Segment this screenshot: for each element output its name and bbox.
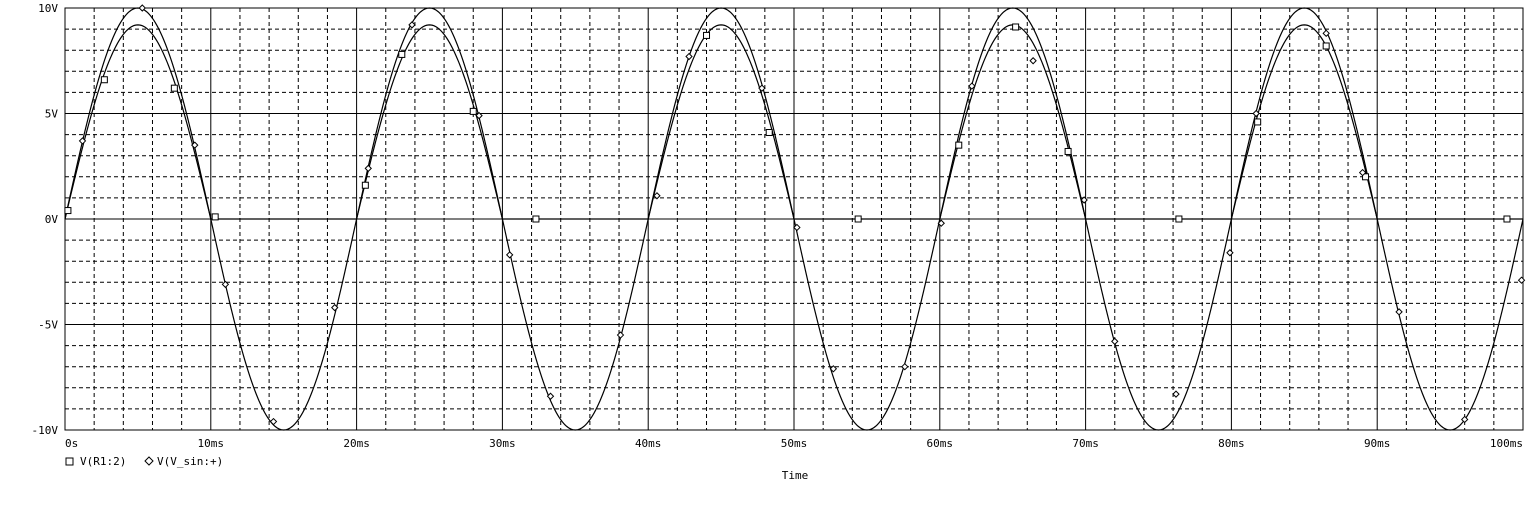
y-tick-label: 5V <box>45 108 59 121</box>
x-tick-label: 20ms <box>343 437 370 450</box>
series-vsin-marker <box>1396 309 1402 315</box>
series-vr1-marker <box>533 216 539 222</box>
y-tick-label: -10V <box>32 424 59 437</box>
series-vr1-marker <box>1176 216 1182 222</box>
series-vsin-marker <box>1173 391 1179 397</box>
series-vr1-marker <box>470 108 476 114</box>
series-vr1-marker <box>65 208 71 214</box>
series-vr1-marker <box>1013 24 1019 30</box>
series-vr1-marker <box>212 214 218 220</box>
legend-series-2-label: V(V_sin:+) <box>157 455 223 468</box>
x-tick-label: 80ms <box>1218 437 1245 450</box>
y-tick-label: 0V <box>45 213 59 226</box>
series-vr1-marker <box>1504 216 1510 222</box>
series-vsin-marker <box>1227 250 1233 256</box>
x-tick-label: 40ms <box>635 437 662 450</box>
series-vsin-marker <box>617 332 623 338</box>
x-tick-label: 50ms <box>781 437 808 450</box>
series-vr1-marker <box>766 129 772 135</box>
x-tick-label: 30ms <box>489 437 516 450</box>
series-vsin-marker <box>686 54 692 60</box>
trace-markers <box>65 5 1525 425</box>
series-vr1-marker <box>956 142 962 148</box>
y-tick-label: -5V <box>38 319 58 332</box>
series-vr1-marker <box>1323 43 1329 49</box>
legend-series-1-label: V(R1:2) <box>80 455 126 468</box>
y-axis-ticks: 10V 5V 0V -5V -10V <box>32 2 59 437</box>
x-tick-label: 60ms <box>927 437 954 450</box>
series-vsin-marker <box>1030 58 1036 64</box>
legend-square-marker <box>66 458 73 465</box>
series-vr1-marker <box>855 216 861 222</box>
series-vsin-marker <box>1519 277 1525 283</box>
legend: V(R1:2) V(V_sin:+) <box>66 455 223 468</box>
y-tick-label: 10V <box>38 2 58 15</box>
x-tick-label: 70ms <box>1072 437 1099 450</box>
series-vr1-marker <box>1065 148 1071 154</box>
series-vr1-marker <box>399 51 405 57</box>
series-vsin-marker <box>270 419 276 425</box>
legend-diamond-marker <box>145 457 153 465</box>
series-vr1-marker <box>362 182 368 188</box>
series-vr1-marker <box>1255 119 1261 125</box>
x-tick-label: 100ms <box>1490 437 1523 450</box>
series-vsin-marker <box>1112 338 1118 344</box>
x-axis-label: Time <box>782 469 809 482</box>
x-tick-label: 10ms <box>198 437 225 450</box>
x-tick-label: 90ms <box>1364 437 1391 450</box>
series-vr1-marker <box>101 77 107 83</box>
series-vr1-marker <box>171 85 177 91</box>
x-tick-label: 0s <box>65 437 78 450</box>
series-vsin-marker <box>507 252 513 258</box>
series-vr1-marker <box>704 32 710 38</box>
x-axis-ticks: 0s 10ms 20ms 30ms 40ms 50ms 60ms 70ms 80ms 90ms 10… <box>65 437 1523 450</box>
series-vsin-marker <box>365 165 371 171</box>
